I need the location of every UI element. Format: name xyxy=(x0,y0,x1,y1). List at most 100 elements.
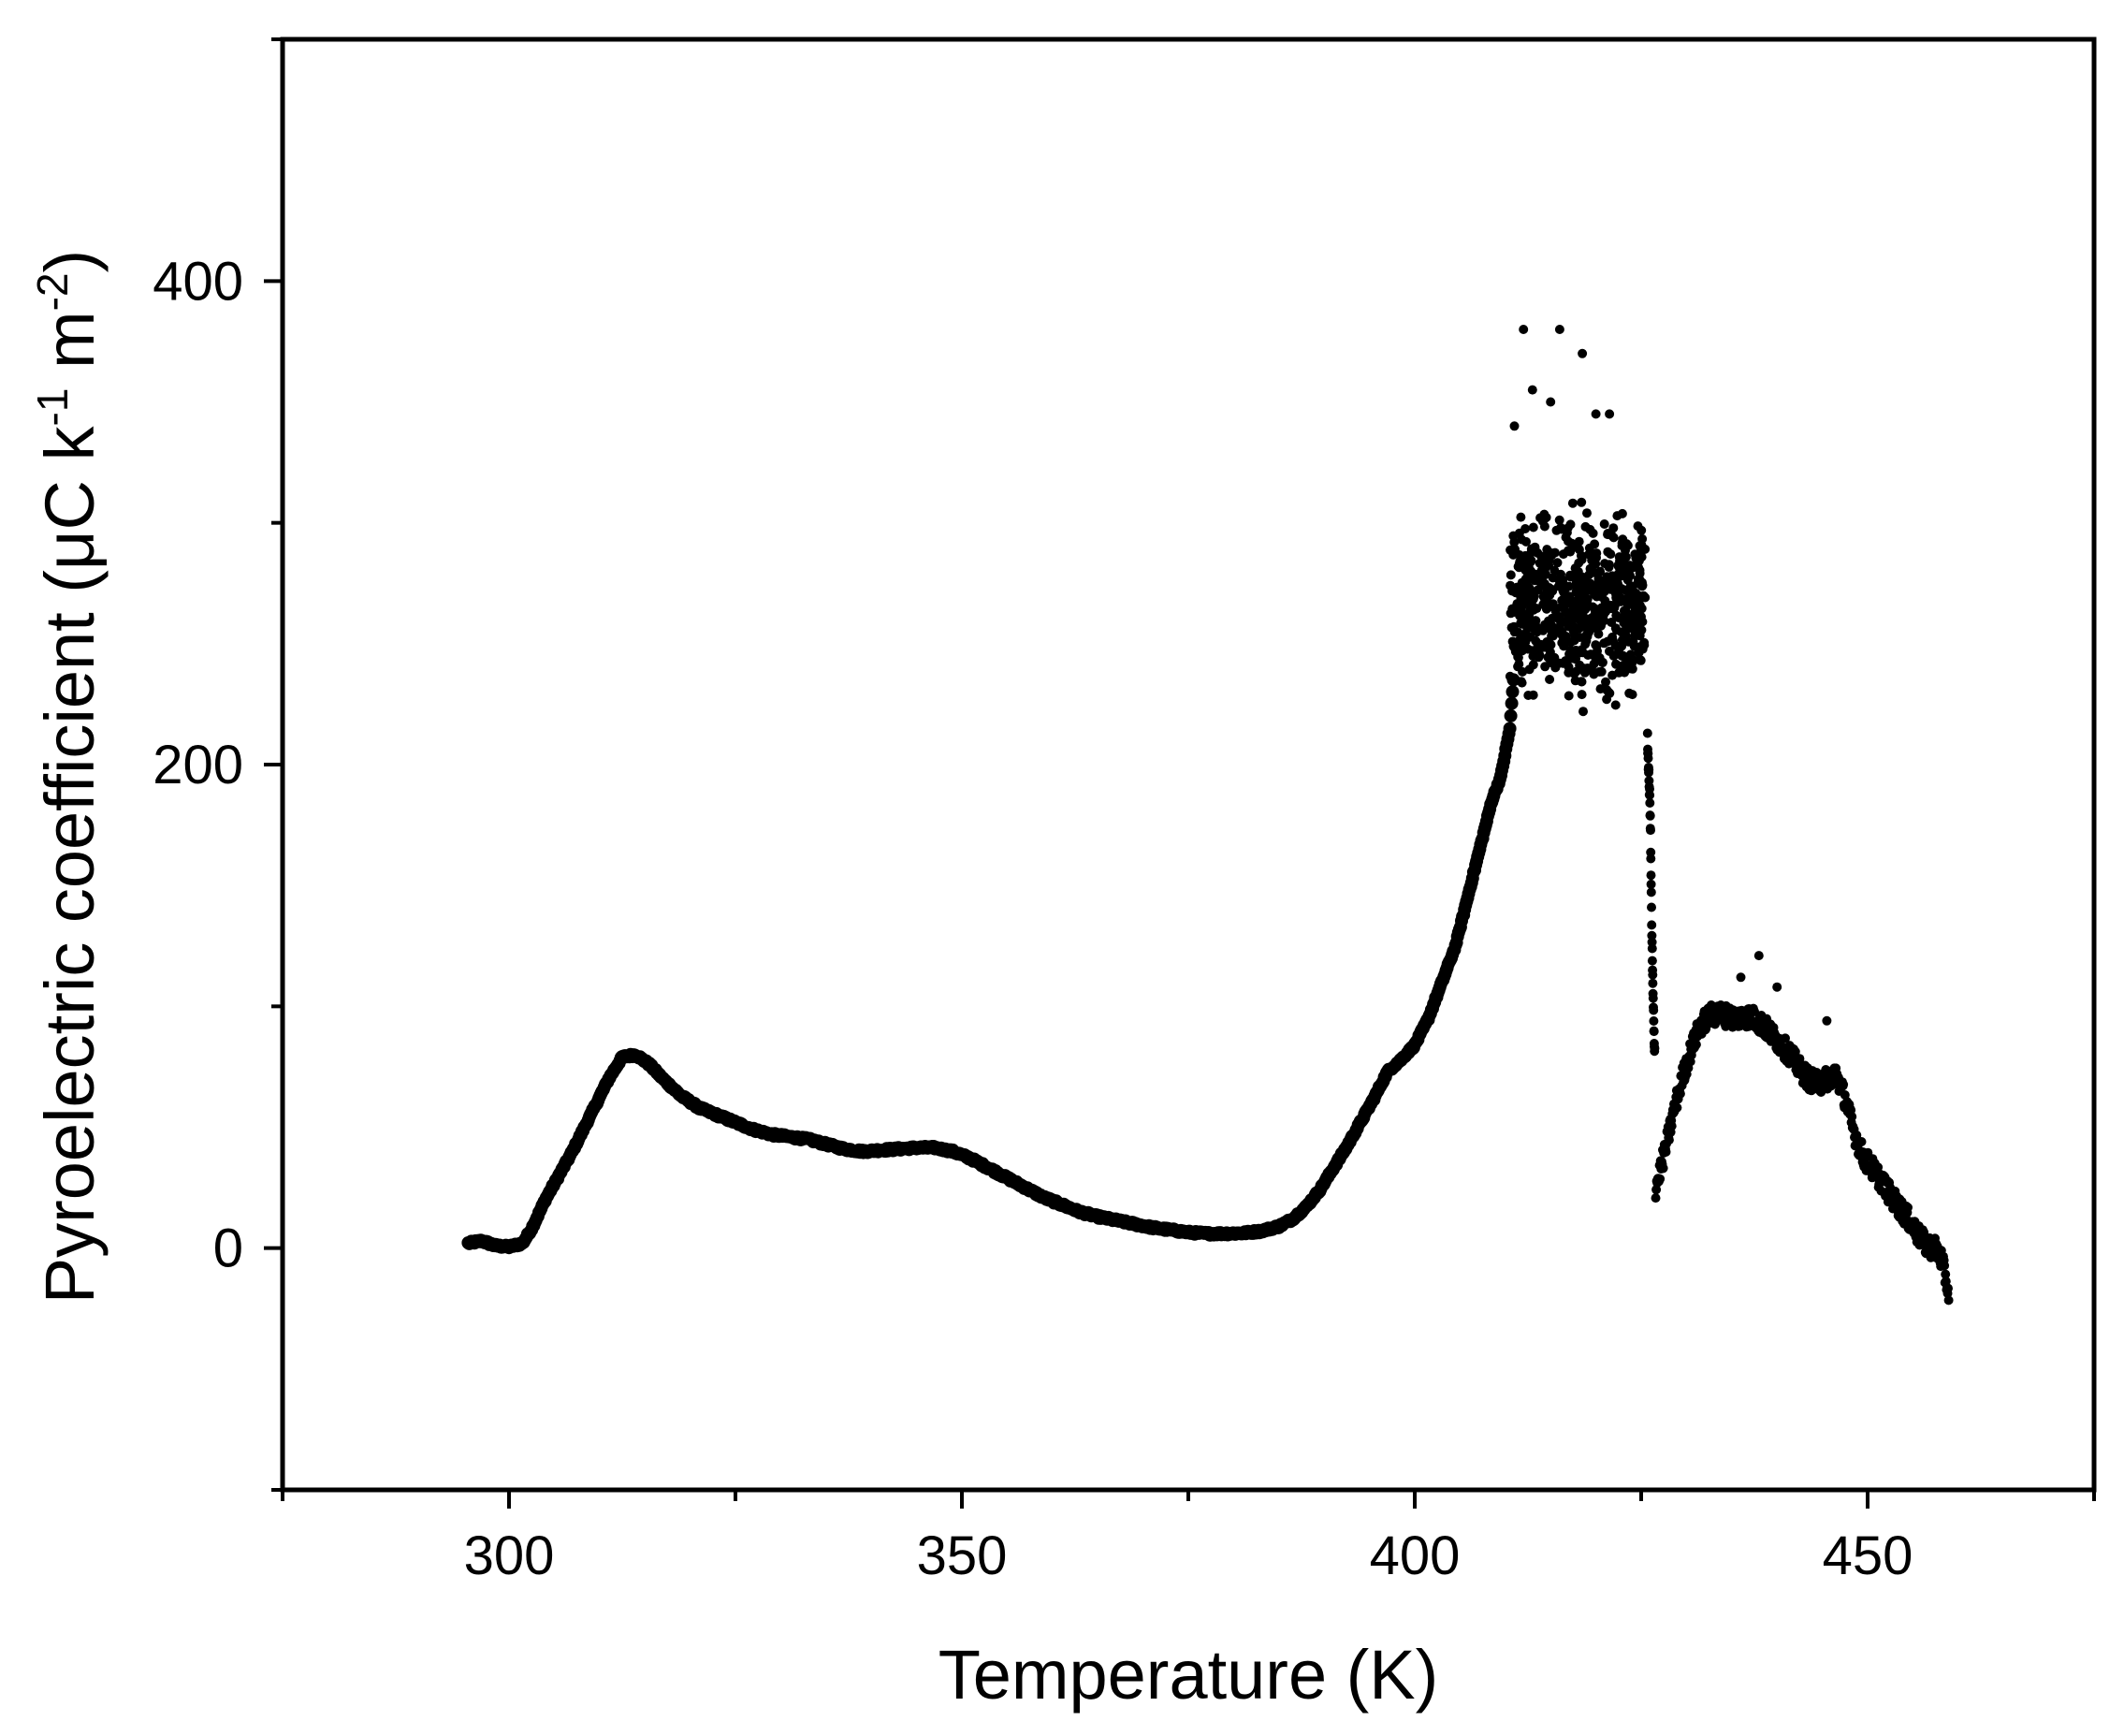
plateau-point xyxy=(1506,545,1516,555)
plateau-point xyxy=(1567,498,1578,508)
hump-point xyxy=(1943,1295,1954,1306)
plateau-point xyxy=(1515,610,1524,620)
plateau-point xyxy=(1586,649,1596,660)
axes xyxy=(280,36,2097,1493)
plateau-point xyxy=(1607,618,1617,627)
plateau-point xyxy=(1635,655,1645,665)
hump-point xyxy=(1940,1261,1950,1271)
plateau-point xyxy=(1556,524,1566,534)
plateau-point xyxy=(1594,620,1605,629)
plateau-outlier xyxy=(1605,409,1615,419)
drop-point xyxy=(1646,887,1656,897)
drop-point xyxy=(1650,1043,1660,1054)
plateau-point xyxy=(1561,632,1571,642)
plateau-point xyxy=(1612,511,1622,521)
hump-outlier xyxy=(1772,982,1782,992)
plateau-point xyxy=(1549,652,1560,663)
plateau-point xyxy=(1617,595,1627,605)
plateau-point xyxy=(1575,615,1585,625)
plateau-point xyxy=(1584,585,1593,595)
plateau-point xyxy=(1558,575,1568,585)
ticks xyxy=(264,37,2096,1509)
plateau-point xyxy=(1610,700,1621,710)
hump-outlier xyxy=(1753,951,1764,961)
plateau-point xyxy=(1599,519,1609,529)
plateau-point xyxy=(1582,508,1592,518)
plateau-outlier xyxy=(1527,385,1537,395)
x-tick-label: 400 xyxy=(1370,1525,1461,1586)
plateau-point xyxy=(1558,549,1568,560)
y-tick-label: 200 xyxy=(153,735,243,795)
plateau-point xyxy=(1608,571,1618,581)
plateau-point xyxy=(1517,582,1527,592)
plateau-point xyxy=(1548,599,1558,609)
plateau-point xyxy=(1578,648,1588,658)
plateau-outlier xyxy=(1591,409,1601,419)
plateau-point xyxy=(1578,572,1587,582)
plateau-point xyxy=(1513,642,1522,652)
plateau-point xyxy=(1522,597,1533,607)
drop-point xyxy=(1647,943,1657,954)
curve-point xyxy=(1503,722,1517,736)
plateau-point xyxy=(1566,538,1577,548)
plateau-point xyxy=(1520,575,1531,584)
plateau-point xyxy=(1550,623,1561,634)
plateau-point xyxy=(1621,552,1631,562)
plateau-point xyxy=(1535,513,1546,523)
plateau-point xyxy=(1548,573,1558,583)
curve-point xyxy=(1504,708,1518,722)
drop-point xyxy=(1647,956,1657,966)
plateau-point xyxy=(1568,626,1578,636)
curve-point xyxy=(1506,685,1520,699)
plateau-point xyxy=(1592,591,1602,602)
plateau-point xyxy=(1635,575,1645,584)
plateau-point xyxy=(1608,651,1619,661)
y-axis-label-base: Pyroelectric coefficient (μC k xyxy=(31,425,109,1304)
plateau-point xyxy=(1514,558,1524,568)
hump-point xyxy=(1856,1137,1867,1146)
plateau-point xyxy=(1622,540,1633,550)
drop-point xyxy=(1647,902,1656,912)
plateau-point xyxy=(1539,591,1549,601)
plateau-point xyxy=(1606,549,1616,560)
plateau-point xyxy=(1608,632,1618,642)
hump-point xyxy=(1666,1121,1677,1131)
plateau-point xyxy=(1528,522,1538,532)
drop-point xyxy=(1646,879,1656,889)
plateau-point xyxy=(1600,559,1609,569)
plateau-point xyxy=(1589,659,1599,669)
plateau-point xyxy=(1517,619,1527,629)
hump-point xyxy=(1664,1135,1674,1145)
x-tick-label: 450 xyxy=(1823,1525,1913,1586)
plateau-point xyxy=(1564,667,1574,678)
plateau-point xyxy=(1533,638,1543,649)
tick-labels: 300 350 400 450 0 200 400 xyxy=(153,251,1913,1586)
drop-point xyxy=(1643,753,1653,764)
plateau-point xyxy=(1506,570,1516,580)
plateau-point xyxy=(1637,545,1646,555)
x-tick-label: 300 xyxy=(464,1525,555,1586)
hump-point xyxy=(1691,1040,1701,1050)
plateau-point xyxy=(1637,552,1647,562)
plateau-point xyxy=(1584,549,1593,560)
drop-point xyxy=(1644,765,1654,775)
plateau-point xyxy=(1634,648,1644,658)
hump-point xyxy=(1790,1046,1800,1057)
plateau-point xyxy=(1580,521,1591,532)
plot-frame xyxy=(280,36,2097,1493)
plateau-point xyxy=(1549,565,1560,576)
y-tick-label: 400 xyxy=(153,251,243,312)
plateau-point xyxy=(1518,666,1528,677)
drop-point xyxy=(1647,920,1657,930)
plateau-point xyxy=(1608,523,1619,533)
drop-point xyxy=(1648,993,1658,1003)
plateau-point xyxy=(1599,587,1609,597)
hump-point xyxy=(1672,1102,1682,1113)
plateau-point xyxy=(1532,604,1542,614)
plateau-point xyxy=(1516,597,1526,607)
drop-point xyxy=(1648,978,1658,988)
plateau-point xyxy=(1539,570,1549,580)
plateau-point xyxy=(1627,658,1637,668)
plateau-point xyxy=(1592,552,1601,562)
